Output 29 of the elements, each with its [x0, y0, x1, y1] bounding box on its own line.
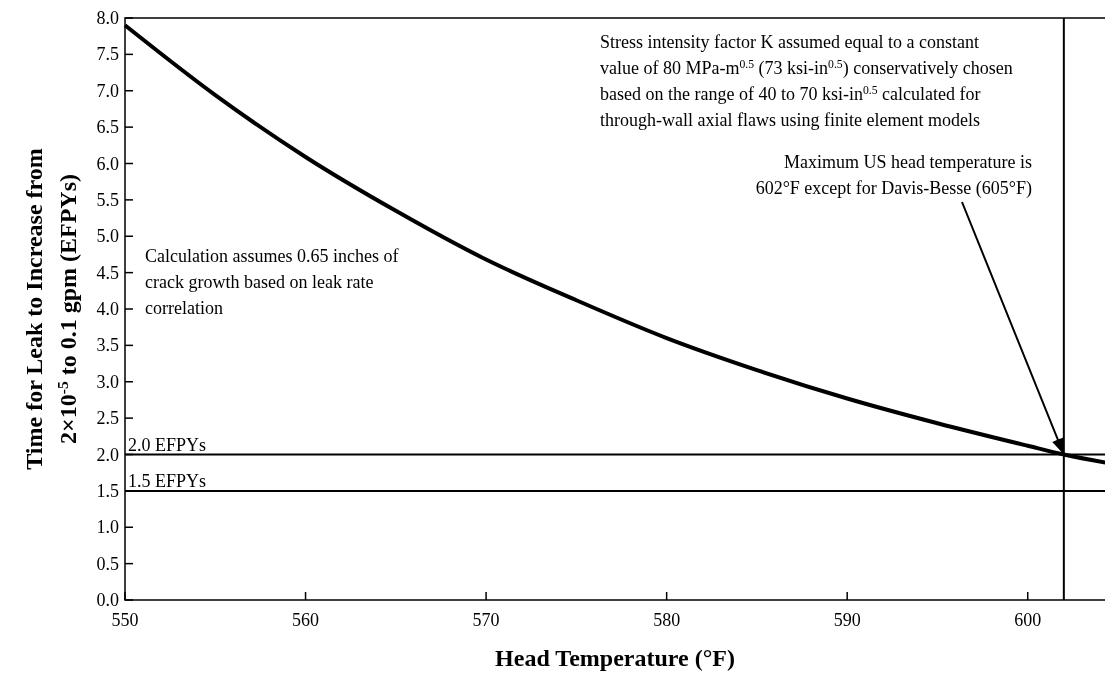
ref-line-label: 1.5 EFPYs — [128, 470, 207, 491]
x-axis-title: Head Temperature (°F) — [495, 645, 735, 671]
y-tick-label: 4.5 — [96, 262, 119, 283]
x-tick-label: 590 — [833, 610, 861, 630]
y-tick-label: 1.0 — [96, 517, 119, 538]
x-tick-label: 570 — [472, 610, 500, 630]
y-tick-label: 7.0 — [96, 80, 119, 101]
y-tick-label: 5.0 — [96, 226, 119, 247]
x-tick-label: 550 — [111, 610, 139, 630]
y-tick-label: 3.0 — [96, 371, 119, 392]
y-tick-label: 2.0 — [96, 444, 119, 465]
y-tick-label: 6.0 — [96, 153, 119, 174]
y-tick-label: 8.0 — [96, 8, 119, 28]
y-tick-label: 2.5 — [96, 408, 119, 429]
x-tick-label: 580 — [653, 610, 681, 630]
annotation: Maximum US head temperature is 602°F except for Davis-Besse (605°F) — [755, 152, 1032, 200]
y-tick-label: 3.5 — [96, 335, 119, 356]
y-tick-label: 0.0 — [96, 590, 119, 610]
y-tick-label: 5.5 — [96, 189, 119, 210]
y-tick-label: 4.0 — [96, 299, 119, 319]
annotation: Calculation assumes 0.65 inches of crack growth based on leak rate correlation — [145, 246, 399, 319]
y-tick-label: 0.5 — [96, 553, 119, 574]
x-tick-label: 600 — [1014, 610, 1042, 630]
ref-line-label: 2.0 EFPYs — [128, 434, 207, 455]
y-tick-label: 6.5 — [96, 117, 119, 138]
y-tick-label: 1.5 — [96, 480, 119, 501]
text: Stress intensity factor K assumed equal to a constant value of 80 MPa-m$^{0.5}$ (73 ksi-in$^{0.5}$) conservatively chosen based on the range of 40 to 70 ksi-in$^{0.5}$ calculated for through-wall axial flaws using finite element models — [600, 32, 1013, 131]
y-tick-label: 7.5 — [96, 44, 119, 65]
x-tick-label: 560 — [292, 610, 320, 630]
